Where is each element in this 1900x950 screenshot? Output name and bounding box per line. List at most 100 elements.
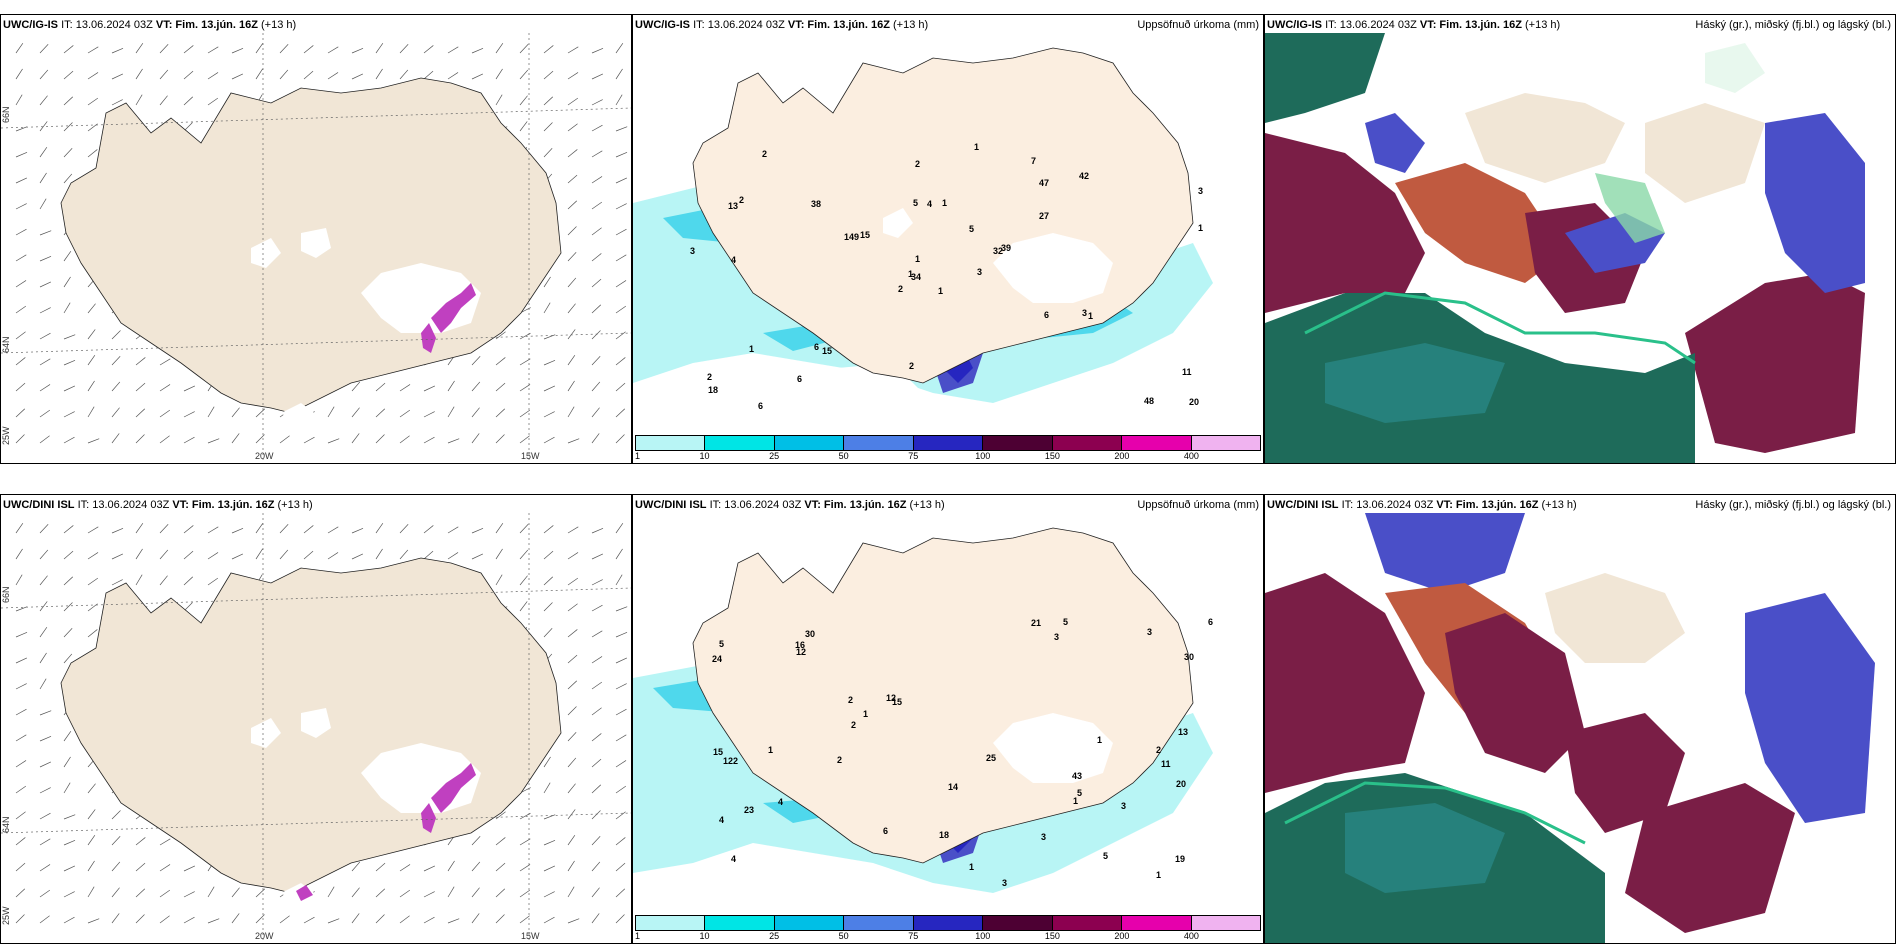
wind-barb [231, 913, 240, 924]
wind-barb [327, 918, 340, 924]
wind-barb [111, 407, 120, 418]
precip-value: 1 [969, 862, 974, 872]
wind-barb [63, 45, 74, 54]
wind-barb [447, 72, 459, 80]
wind-barb [135, 94, 143, 106]
wind-barb [615, 785, 627, 794]
wind-barb [543, 436, 555, 444]
colorbar-cell [705, 916, 775, 930]
wind-barb [39, 172, 47, 184]
precip-value: 39 [1001, 243, 1011, 253]
lon-label-25: 25W [1, 426, 11, 445]
wind-barb [231, 527, 244, 534]
wind-barb [87, 526, 99, 534]
precip-value: 5 [719, 639, 724, 649]
colorbar-cell [636, 436, 706, 450]
wind-barb [495, 574, 503, 586]
wind-barb [543, 756, 551, 768]
wind-barb [567, 174, 578, 184]
precip-value: 23 [744, 805, 754, 815]
precip-value: 5 [913, 198, 918, 208]
wind-barb [351, 913, 360, 924]
wind-barb [591, 579, 603, 586]
precip-value: 3 [1002, 878, 1007, 888]
wind-barb [159, 435, 170, 444]
precip-value: 2 [898, 284, 903, 294]
wind-barb [39, 523, 49, 534]
colorbar-cell [913, 916, 984, 930]
wind-barb [399, 43, 409, 54]
wind-barb [303, 916, 315, 924]
wind-barb [495, 888, 506, 898]
wind-barb [375, 888, 386, 898]
wind-barb [543, 602, 553, 612]
wind-barb [87, 329, 96, 340]
colorbar-label: 100 [975, 931, 991, 941]
wind-barb [135, 408, 146, 418]
wind-barb [351, 887, 360, 898]
wind-barb [63, 436, 75, 444]
precip-colorbar: 1 10 25 50 75 100 150 200 400 [635, 915, 1261, 941]
wind-barb [39, 626, 48, 638]
lead-time: (+13 h) [893, 19, 929, 31]
wind-barb [495, 68, 503, 80]
precip-value: 1 [938, 286, 943, 296]
precip-value: 2 [739, 195, 744, 205]
wind-barb [351, 553, 364, 560]
wind-barb [615, 203, 627, 210]
wind-barb [591, 527, 604, 534]
wind-barb [567, 654, 578, 664]
wind-barb [15, 434, 25, 444]
precip-value: 4 [731, 854, 736, 864]
wind-barb [615, 126, 628, 132]
precip-value: 3 [977, 267, 982, 277]
wind-barb [519, 523, 529, 534]
wind-barb [567, 603, 578, 612]
wind-barb [399, 435, 410, 444]
wind-barb [447, 526, 459, 534]
precip-value: 1 [1156, 870, 1161, 880]
wind-barb [399, 523, 409, 534]
wind-barb [567, 577, 579, 586]
model-name: UWC/IG-IS [3, 19, 58, 31]
wind-barb [495, 382, 506, 392]
wind-barb [135, 914, 145, 924]
wind-barb [423, 411, 435, 418]
precip-value: 13 [728, 201, 738, 211]
wind-barb [591, 330, 601, 340]
precip-value: 47 [1039, 178, 1049, 188]
precip-value: 2 [707, 372, 712, 382]
wind-barb [591, 99, 603, 106]
wind-barb [231, 433, 240, 444]
wind-barb [63, 96, 74, 106]
wind-barb [63, 653, 73, 664]
wind-barb [471, 835, 481, 846]
precip-value: 5 [969, 224, 974, 234]
precip-value: 3 [690, 246, 695, 256]
wind-barb [447, 406, 455, 418]
wind-barb [519, 864, 531, 872]
lat-label-66: 66N [1, 586, 11, 603]
wind-barb [591, 887, 600, 898]
precip-value: 48 [1144, 396, 1154, 406]
precip-value: 1 [1088, 311, 1093, 321]
wind-barb [15, 734, 27, 742]
wind-barb [567, 72, 579, 80]
colorbar-label: 200 [1114, 451, 1130, 461]
wind-barb [615, 177, 628, 184]
precip-map-svg: 1133423215714732204322765511518643912236… [633, 47, 1213, 423]
wind-barb [471, 407, 480, 418]
panel-header: UWC/IG-IS IT: 13.06.2024 03Z VT: Fim. 13… [1267, 19, 1560, 31]
wind-barb [567, 123, 578, 132]
wind-barb [15, 254, 27, 262]
wind-barb [327, 526, 339, 534]
valid-time: Fim. 13.jún. 16Z [823, 499, 907, 511]
precip-value: 4 [731, 255, 736, 265]
wind-barb [471, 433, 480, 444]
colorbar-cell [1122, 436, 1192, 450]
wind-barb [159, 95, 168, 106]
wind-barb [63, 782, 71, 794]
precip-value: 32 [993, 246, 1003, 256]
precip-value: 2 [1156, 745, 1161, 755]
wind-barb [39, 435, 50, 444]
